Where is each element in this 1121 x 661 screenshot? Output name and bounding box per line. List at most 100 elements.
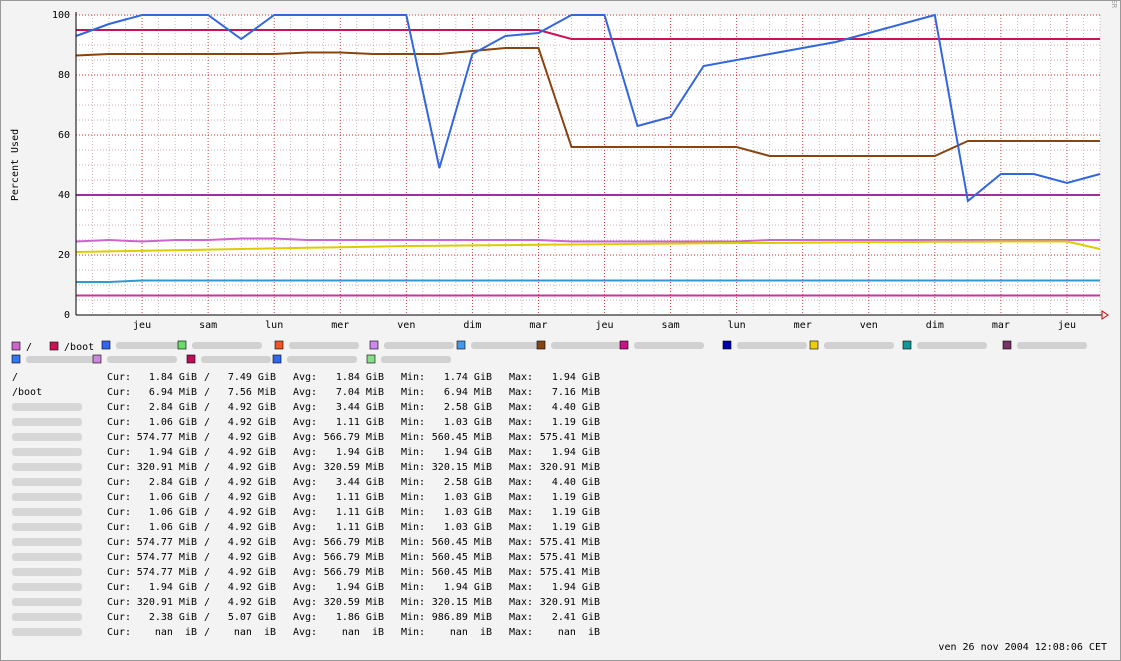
separator: / (204, 552, 210, 563)
max-value: 575.41 MiB (540, 552, 600, 563)
separator: / (204, 462, 210, 473)
min-value: 560.45 MiB (432, 567, 492, 578)
legend-swatch (92, 354, 102, 364)
blurred-label (551, 342, 621, 349)
avg-label: Avg: (293, 447, 317, 458)
max-value: 1.19 GiB (552, 507, 600, 518)
series-line (76, 29, 1100, 40)
blurred-label (107, 356, 177, 363)
max-label: Max: (509, 627, 533, 638)
total-value: 4.92 GiB (228, 582, 276, 593)
cur-label: Cur: (107, 492, 131, 503)
total-value: 4.92 GiB (228, 417, 276, 428)
cur-value: 320.91 MiB (137, 462, 197, 473)
separator: / (204, 627, 210, 638)
max-value: nan iB (558, 627, 600, 638)
min-label: Min: (401, 477, 425, 488)
cur-value: 1.06 GiB (149, 417, 197, 428)
y-tick-label: 20 (58, 250, 70, 261)
legend-swatch (619, 340, 629, 350)
avg-value: 320.59 MiB (324, 462, 384, 473)
min-value: 986.89 MiB (432, 612, 492, 623)
legend-swatch (456, 340, 466, 350)
blurred-name (12, 508, 82, 516)
cur-value: nan iB (155, 627, 197, 638)
max-label: Max: (509, 582, 533, 593)
cur-label: Cur: (107, 462, 131, 473)
cur-value: 2.84 GiB (149, 477, 197, 488)
avg-value: 320.59 MiB (324, 597, 384, 608)
legend-swatch (722, 340, 732, 350)
min-label: Min: (401, 417, 425, 428)
x-tick-label: sam (662, 320, 680, 331)
max-label: Max: (509, 597, 533, 608)
avg-value: 3.44 GiB (336, 402, 384, 413)
blurred-label (26, 356, 96, 363)
min-value: 1.03 GiB (444, 507, 492, 518)
avg-label: Avg: (293, 387, 317, 398)
total-value: 4.92 GiB (228, 507, 276, 518)
avg-label: Avg: (293, 597, 317, 608)
min-label: Min: (401, 597, 425, 608)
separator: / (204, 537, 210, 548)
blurred-name (12, 553, 82, 561)
x-tick-label: jeu (133, 320, 151, 331)
avg-value: 1.11 GiB (336, 492, 384, 503)
cur-value: 2.84 GiB (149, 402, 197, 413)
min-label: Min: (401, 612, 425, 623)
legend-swatch (536, 340, 546, 350)
cur-value: 6.94 MiB (149, 387, 197, 398)
separator: / (204, 477, 210, 488)
separator: / (204, 492, 210, 503)
total-value: 4.92 GiB (228, 402, 276, 413)
x-tick-label: mar (992, 320, 1010, 331)
max-label: Max: (509, 507, 533, 518)
cur-label: Cur: (107, 627, 131, 638)
max-label: Max: (509, 537, 533, 548)
blurred-name (12, 478, 82, 486)
max-value: 1.19 GiB (552, 417, 600, 428)
separator: / (204, 417, 210, 428)
row-name: / (12, 372, 18, 383)
min-value: nan iB (450, 627, 492, 638)
avg-value: 566.79 MiB (324, 552, 384, 563)
legend-swatch (902, 340, 912, 350)
total-value: 5.07 GiB (228, 612, 276, 623)
avg-label: Avg: (293, 417, 317, 428)
separator: / (204, 447, 210, 458)
separator: / (204, 372, 210, 383)
min-value: 1.94 GiB (444, 582, 492, 593)
separator: / (204, 597, 210, 608)
series-line (75, 237, 1100, 243)
min-label: Min: (401, 567, 425, 578)
max-label: Max: (509, 552, 533, 563)
legend-label: / (26, 342, 32, 353)
min-value: 320.15 MiB (432, 462, 492, 473)
min-label: Min: (401, 537, 425, 548)
total-value: 4.92 GiB (228, 597, 276, 608)
series-line (75, 13, 1101, 203)
max-label: Max: (509, 447, 533, 458)
blurred-label (917, 342, 987, 349)
min-value: 1.03 GiB (444, 492, 492, 503)
cur-value: 574.77 MiB (137, 537, 197, 548)
total-value: 7.56 MiB (228, 387, 276, 398)
total-value: 4.92 GiB (228, 447, 276, 458)
blurred-name (12, 418, 82, 426)
x-tick-label: jeu (1058, 320, 1076, 331)
x-tick-label: dim (463, 320, 481, 331)
blurred-label (289, 342, 359, 349)
legend-swatch (274, 340, 284, 350)
cur-label: Cur: (107, 582, 131, 593)
min-label: Min: (401, 507, 425, 518)
cur-value: 574.77 MiB (137, 552, 197, 563)
x-tick-label: ven (397, 320, 415, 331)
min-label: Min: (401, 627, 425, 638)
min-value: 1.03 GiB (444, 522, 492, 533)
max-value: 1.94 GiB (552, 447, 600, 458)
avg-value: 566.79 MiB (324, 432, 384, 443)
blurred-label (116, 342, 186, 349)
legend-swatch (369, 340, 379, 350)
avg-value: 1.84 GiB (336, 372, 384, 383)
cur-label: Cur: (107, 387, 131, 398)
